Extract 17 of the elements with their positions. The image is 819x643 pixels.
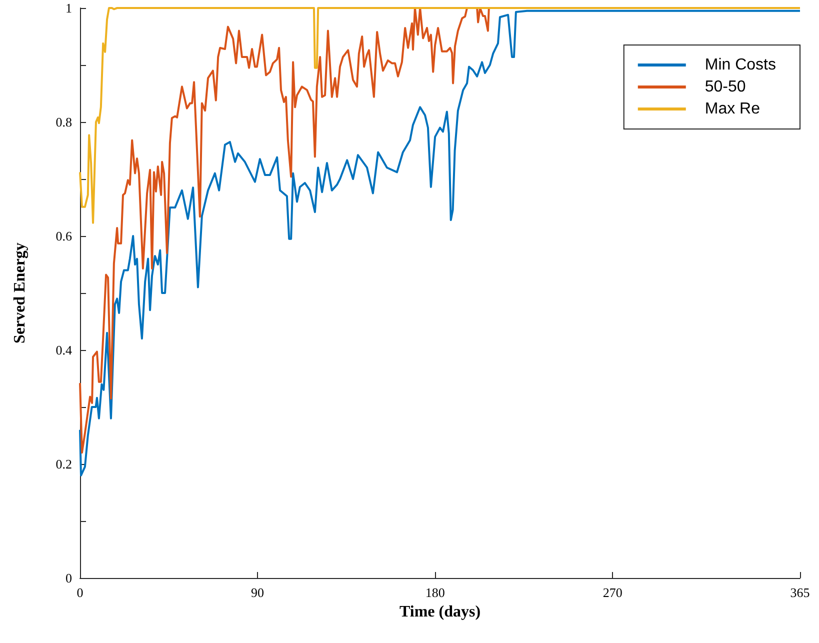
y-tick-label: 0.4 bbox=[56, 342, 72, 358]
legend-label: Max Re bbox=[704, 100, 760, 118]
legend-label: Min Costs bbox=[704, 56, 776, 74]
x-tick-label: 0 bbox=[76, 585, 84, 600]
y-tick-label: 0.8 bbox=[56, 114, 72, 130]
line-series bbox=[79, 7, 801, 224]
y-tick-label: 0.6 bbox=[56, 228, 72, 244]
x-tick-label: 365 bbox=[790, 585, 810, 600]
legend-label: 50-50 bbox=[704, 78, 746, 96]
x-tick-label: 90 bbox=[251, 585, 264, 600]
x-tick-label: 180 bbox=[425, 585, 445, 600]
y-tick-label: 1 bbox=[66, 0, 72, 16]
y-tick-label: 0 bbox=[66, 570, 72, 586]
y-tick-label: 0.2 bbox=[56, 456, 72, 472]
y-axis-title: Served Energy bbox=[12, 242, 28, 344]
x-axis-title: Time (days) bbox=[399, 604, 481, 620]
x-tick-label: 270 bbox=[602, 585, 622, 600]
